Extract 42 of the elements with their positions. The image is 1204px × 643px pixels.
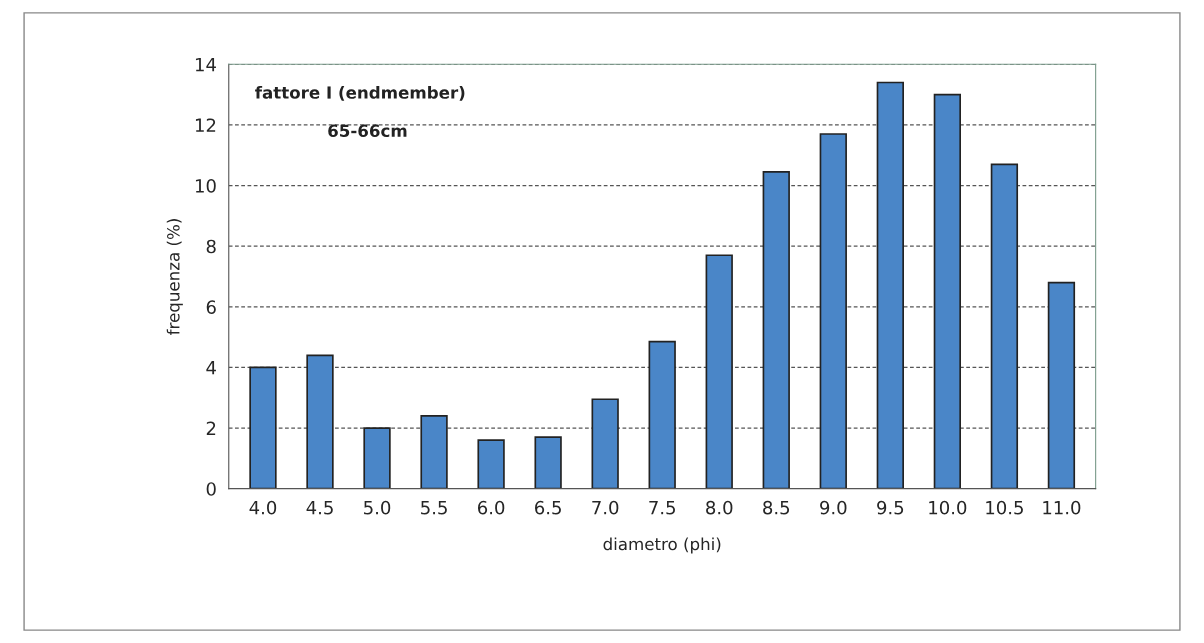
bar [534, 436, 562, 489]
bar [363, 427, 391, 489]
bar [306, 354, 334, 489]
x-tick-label: 5.0 [364, 500, 391, 515]
y-tick-label: 10 [195, 179, 216, 193]
bar [477, 439, 505, 489]
bar [990, 163, 1019, 489]
x-tick-label: 6.5 [535, 500, 561, 515]
annotation: fattore I (endmember) [255, 85, 465, 101]
bar [705, 254, 733, 489]
y-tick-label: 4 [206, 361, 216, 375]
bar [249, 366, 277, 489]
x-tick-label: 8.0 [706, 500, 733, 515]
x-tick-label: 6.0 [478, 500, 505, 515]
bar [648, 340, 676, 489]
y-tick-label: 14 [195, 58, 216, 72]
bar [933, 93, 962, 489]
x-tick-label: 7.5 [649, 501, 675, 515]
bar [591, 398, 619, 489]
bar [420, 415, 448, 489]
x-tick-label: 10.5 [986, 500, 1023, 515]
x-tick-label: 9.0 [820, 500, 847, 515]
x-tick-label: 10.0 [929, 500, 967, 515]
y-tick-label: 12 [195, 118, 216, 132]
x-axis-title: diametro (phi) [603, 537, 721, 554]
bar [876, 81, 904, 489]
bar [1047, 281, 1076, 489]
x-tick-label: 4.5 [306, 501, 333, 515]
y-tick-label: 2 [206, 421, 216, 435]
annotation: 65-66cm [328, 124, 407, 138]
bar [819, 133, 847, 489]
x-tick-label: 4.0 [249, 500, 277, 515]
bar [762, 171, 790, 489]
y-tick-label: 8 [206, 239, 216, 254]
y-tick-label: 6 [206, 300, 216, 314]
y-axis-title: frequenza (%) [166, 219, 183, 335]
x-tick-label: 11.0 [1043, 500, 1081, 515]
x-tick-label: 8.5 [763, 500, 790, 515]
y-tick-label: 0 [206, 482, 216, 496]
x-tick-label: 5.5 [421, 501, 447, 515]
x-tick-label: 9.5 [877, 500, 904, 515]
x-tick-label: 7.0 [592, 500, 619, 515]
